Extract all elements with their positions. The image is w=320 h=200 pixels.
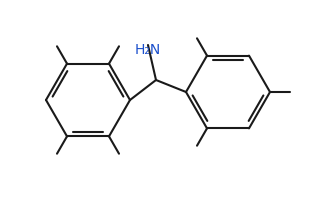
- Text: H₂N: H₂N: [135, 43, 161, 57]
